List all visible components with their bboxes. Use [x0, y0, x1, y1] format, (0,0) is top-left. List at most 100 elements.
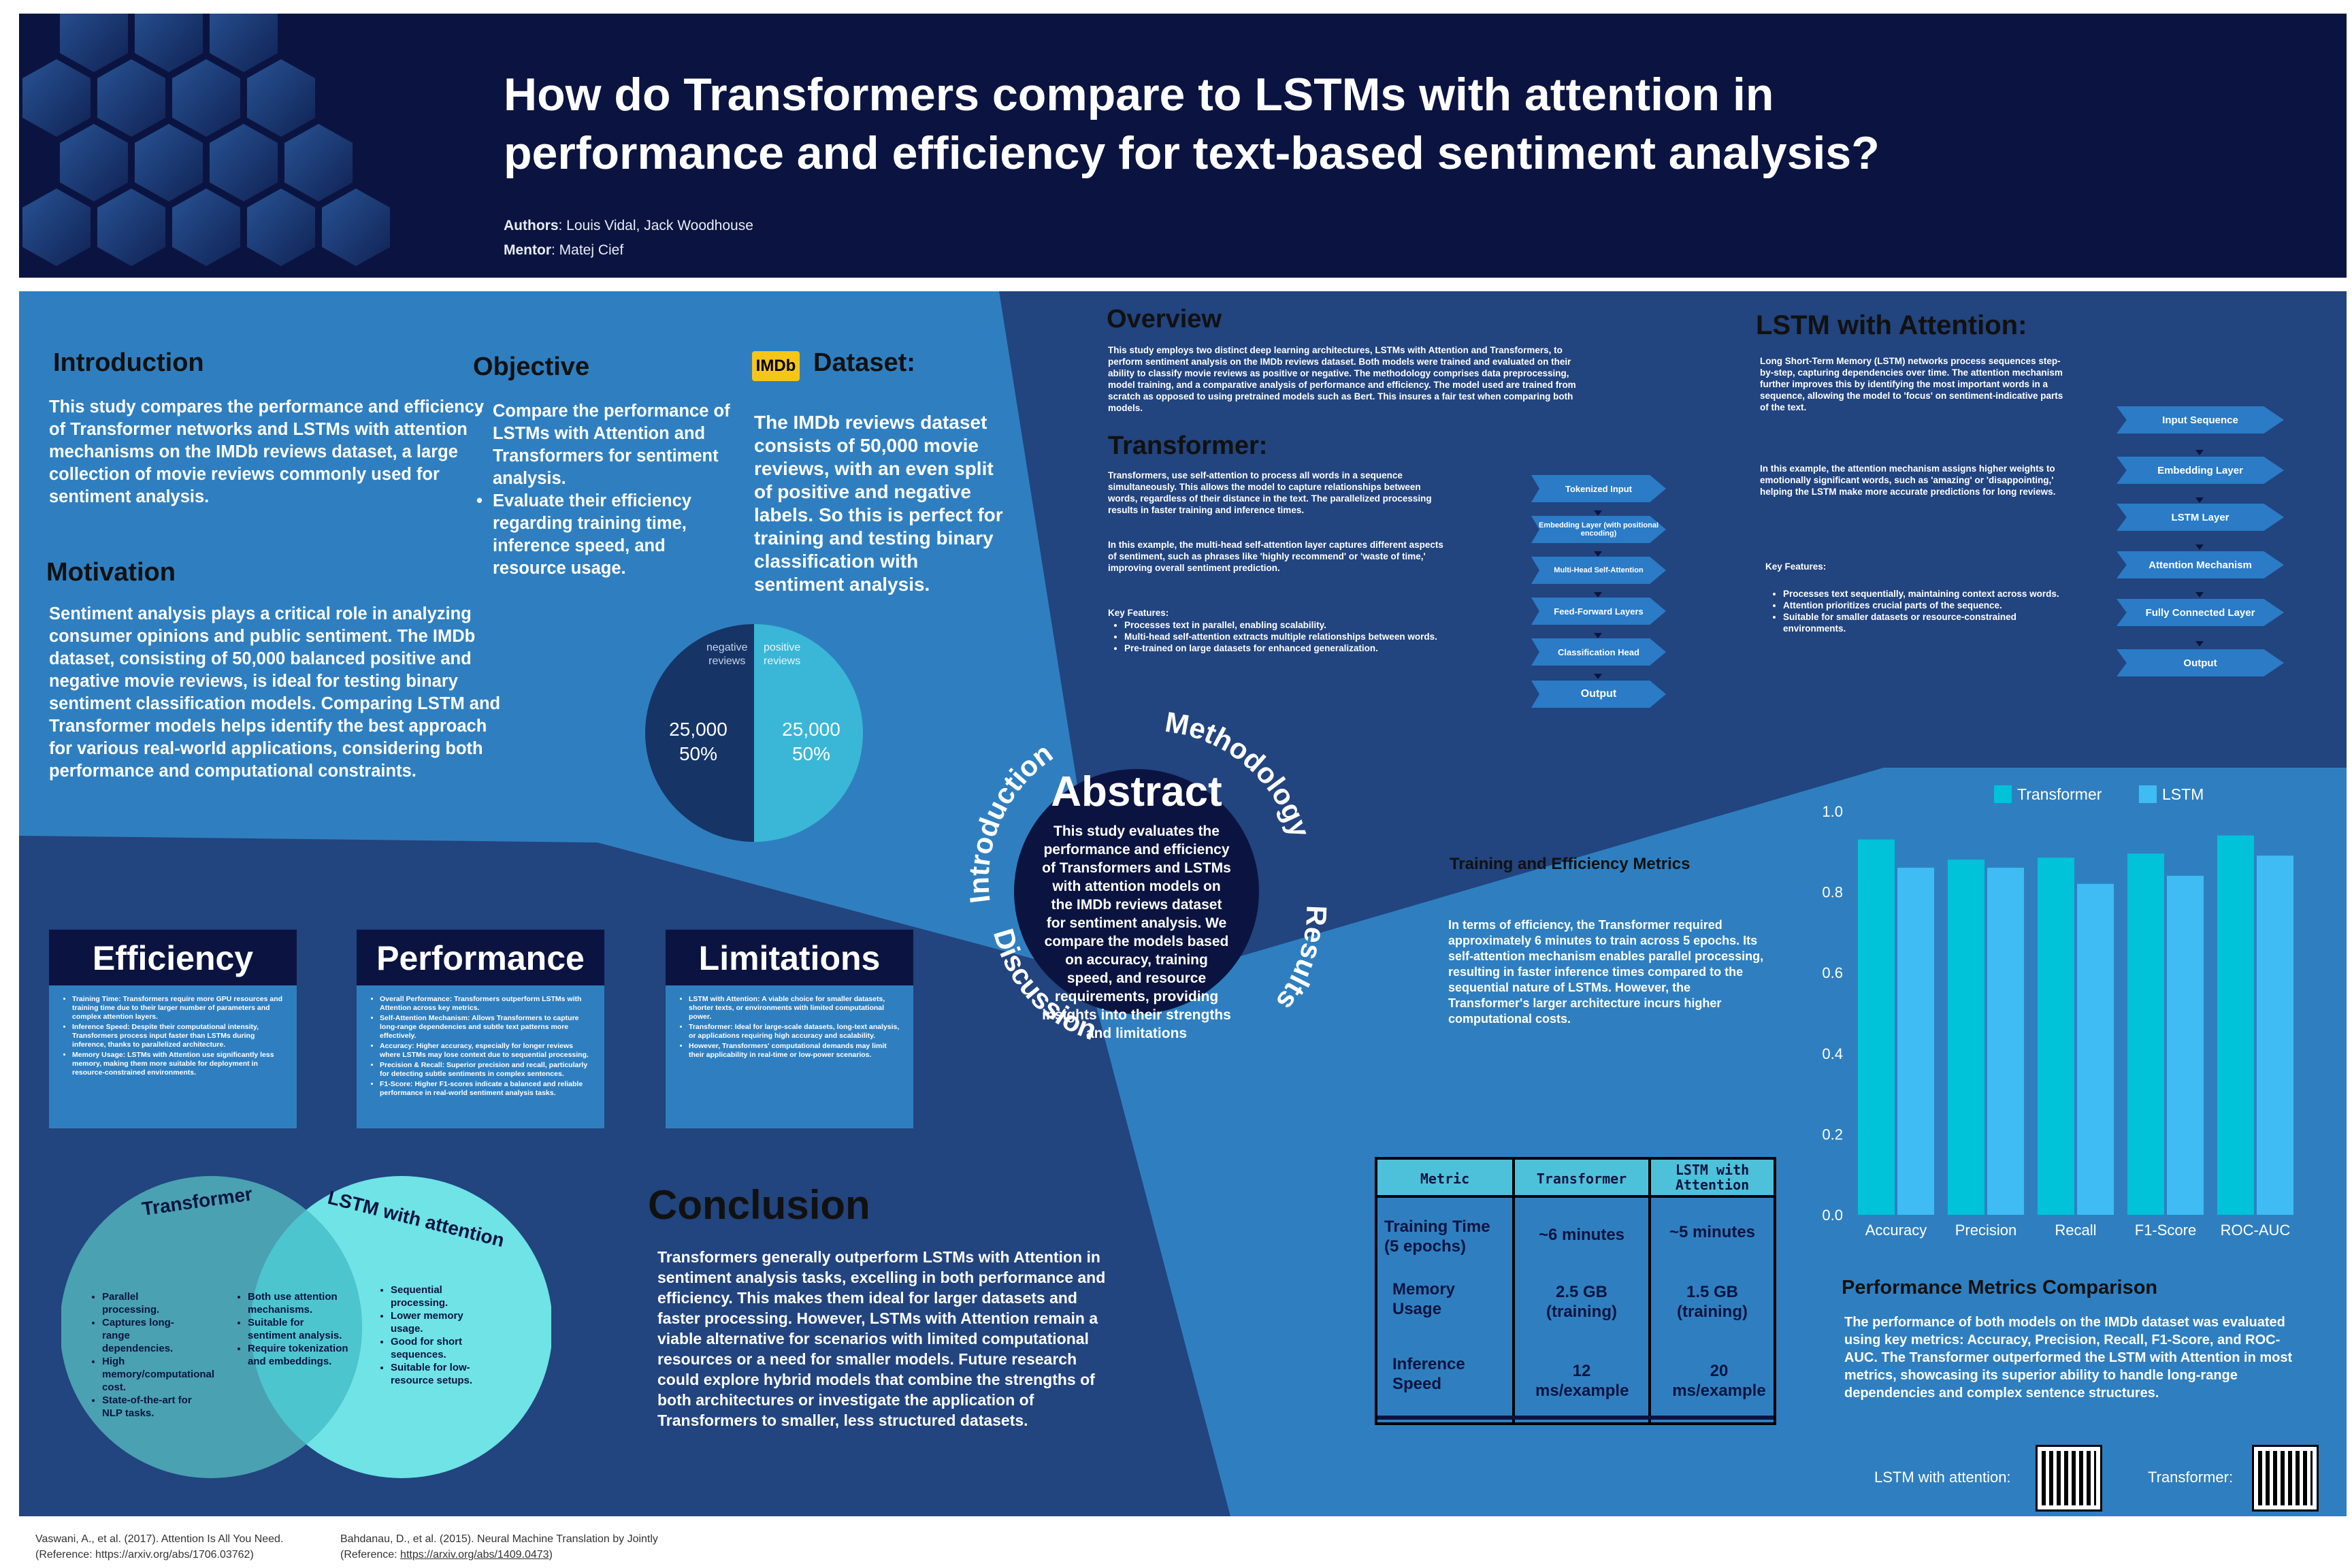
motivation-heading: Motivation	[46, 558, 176, 587]
lstm-feature: Attention prioritizes crucial parts of t…	[1783, 600, 2069, 611]
efficiency-item: Memory Usage: LSTMs with Attention use s…	[72, 1051, 286, 1077]
y-tick-label: 0.0	[1822, 1207, 1843, 1224]
efficiency-item: Training Time: Transformers require more…	[72, 995, 286, 1022]
reference-1: Vaswani, A., et al. (2017). Attention Is…	[35, 1533, 284, 1561]
legend-swatch	[1994, 785, 2012, 803]
transformer-feature: Pre-trained on large datasets for enhanc…	[1124, 642, 1465, 654]
table-cell: ~6 minutes	[1538, 1226, 1625, 1244]
metrics-bar-chart: 0.0 0.2 0.4 0.6 0.8 1.0 Accuracy Precision Recal…	[1822, 785, 2293, 1239]
transformer-body-1: Transformers, use self-attention to proc…	[1108, 470, 1432, 515]
perf-metrics-body: The performance of both models on the IM…	[1844, 1315, 2293, 1401]
introduction-heading: Introduction	[53, 348, 204, 377]
lstm-feature: Suitable for smaller datasets or resourc…	[1783, 611, 2069, 634]
lstm-body-1: Long Short-Term Memory (LSTM) networks p…	[1760, 356, 2063, 412]
bar-transformer	[2217, 835, 2254, 1215]
training-heading: Training and Efficiency Metrics	[1450, 855, 1690, 873]
x-tick-label: F1-Score	[2135, 1222, 2196, 1239]
reviews-pie-chart	[645, 624, 863, 842]
flow-step-transformer: Classification Head	[1531, 638, 1666, 666]
qr-code-transformer-icon[interactable]	[2252, 1445, 2319, 1512]
table-cell: 1.5 GB (training)	[1677, 1283, 1748, 1321]
mentor-line: Mentor: Matej Cief	[504, 242, 623, 259]
poster-title: How do Transformers compare to LSTMs wit…	[504, 65, 2205, 182]
table-cell: 12 ms/example	[1535, 1362, 1629, 1400]
limitations-item: Transformer: Ideal for large-scale datas…	[689, 1023, 902, 1041]
bar-lstm	[2077, 883, 2114, 1215]
objective-item: • Compare the performance of LSTMs with A…	[476, 402, 730, 488]
table-cell: 20 ms/example	[1672, 1362, 1766, 1400]
ring-results: Results	[1270, 905, 1333, 1017]
efficiency-box: Training Time: Transformers require more…	[49, 985, 297, 1128]
legend-label: Transformer	[2017, 785, 2102, 803]
venn-left-item: Captures long-range dependencies.	[102, 1316, 197, 1355]
table-cell: ~5 minutes	[1669, 1223, 1756, 1241]
conclusion-body: Transformers generally outperform LSTMs …	[657, 1248, 1106, 1429]
pie-label-positive: positive reviews	[764, 642, 801, 667]
bar-transformer	[2127, 853, 2164, 1215]
objective-item: • Evaluate their efficiency regarding tra…	[476, 491, 691, 578]
legend-swatch	[2139, 785, 2157, 803]
venn-middle-item: Both use attention mechanisms.	[248, 1290, 350, 1316]
table-cell: Inference Speed	[1392, 1355, 1465, 1393]
flow-step-lstm: Fully Connected Layer	[2117, 599, 2284, 626]
x-tick-label: Recall	[2055, 1222, 2096, 1239]
flow-step-lstm: Output	[2117, 649, 2284, 676]
table-cell: Memory Usage	[1392, 1280, 1456, 1318]
qr-label-transformer: Transformer:	[2148, 1469, 2234, 1486]
bar-lstm	[1987, 868, 2024, 1215]
dataset-heading: Dataset:	[813, 348, 915, 377]
bar-lstm	[1897, 868, 1934, 1215]
flow-step-transformer: Feed-Forward Layers	[1531, 598, 1666, 625]
venn-middle-list: Both use attention mechanisms. Suitable …	[248, 1290, 350, 1368]
lstm-feature: Processes text sequentially, maintaining…	[1783, 588, 2069, 600]
limitations-item: However, Transformers' computational dem…	[689, 1042, 902, 1060]
mentor-label: Mentor	[504, 242, 551, 258]
perf-metrics-heading: Performance Metrics Comparison	[1842, 1277, 2158, 1298]
y-tick-label: 0.4	[1822, 1045, 1843, 1062]
abstract-ring: Introduction Methodology Results Discuss…	[962, 706, 1333, 1046]
flow-step-transformer: Output	[1531, 681, 1666, 708]
limitations-box: LSTM with Attention: A viable choice for…	[666, 985, 913, 1128]
motivation-body: Sentiment analysis plays a critical role…	[49, 604, 501, 781]
authors-line: Authors: Louis Vidal, Jack Woodhouse	[504, 218, 753, 234]
x-tick-label: Precision	[1955, 1222, 2016, 1239]
limitations-item: LSTM with Attention: A viable choice for…	[689, 995, 902, 1022]
qr-code-lstm-icon[interactable]	[2036, 1445, 2102, 1512]
title-line-2: performance and efficiency for text-base…	[504, 127, 1880, 179]
flow-step-lstm: Embedding Layer	[2117, 457, 2284, 484]
x-tick-label: Accuracy	[1865, 1222, 1927, 1239]
abstract-circle	[1014, 769, 1259, 1014]
hexagon-pattern-icon	[22, 14, 390, 266]
y-tick-label: 0.8	[1822, 884, 1843, 901]
pie-slice-positive	[754, 624, 863, 842]
transformer-feature-list: Processes text in parallel, enabling sca…	[1124, 619, 1465, 654]
venn-left-item: State-of-the-art for NLP tasks.	[102, 1394, 197, 1420]
table-cell: Training Time (5 epochs)	[1384, 1218, 1490, 1256]
pie-label-negative: negative reviews	[706, 642, 748, 667]
svg-text:Results: Results	[1270, 905, 1333, 1017]
bar-transformer	[1858, 839, 1895, 1215]
transformer-feature: Multi-head self-attention extracts multi…	[1124, 631, 1465, 642]
reference-2-link[interactable]: https://arxiv.org/abs/1409.0473	[400, 1549, 549, 1561]
y-tick-label: 1.0	[1822, 803, 1843, 820]
poster-header	[19, 14, 2347, 278]
table-header-cell: Metric	[1420, 1171, 1470, 1187]
flow-arrows-lstm	[2195, 450, 2204, 647]
introduction-body: This study compares the performance and …	[49, 397, 485, 506]
transformer-body-2: In this example, the multi-head self-att…	[1108, 540, 1443, 573]
authors-names: : Louis Vidal, Jack Woodhouse	[558, 218, 753, 233]
flow-step-lstm: Input Sequence	[2117, 406, 2284, 434]
bar-transformer	[2038, 858, 2074, 1215]
bar-transformer	[1948, 860, 1984, 1215]
reference-2: Bahdanau, D., et al. (2015). Neural Mach…	[340, 1533, 658, 1561]
venn-right-list: Sequential processing. Lower memory usag…	[391, 1284, 486, 1387]
performance-item: Overall Performance: Transformers outper…	[380, 995, 593, 1013]
venn-left-item: High memory/computational cost.	[102, 1355, 214, 1394]
performance-item: Precision & Recall: Superior precision a…	[380, 1061, 593, 1079]
authors-label: Authors	[504, 218, 559, 233]
transformer-heading: Transformer:	[1108, 431, 1268, 460]
performance-item: Accuracy: Higher accuracy, especially fo…	[380, 1042, 593, 1060]
metrics-table: Metric Transformer LSTM with Attention T…	[1375, 1157, 1776, 1425]
pie-value-positive: 25,000 50%	[782, 719, 840, 764]
imdb-logo: IMDb	[752, 351, 800, 381]
